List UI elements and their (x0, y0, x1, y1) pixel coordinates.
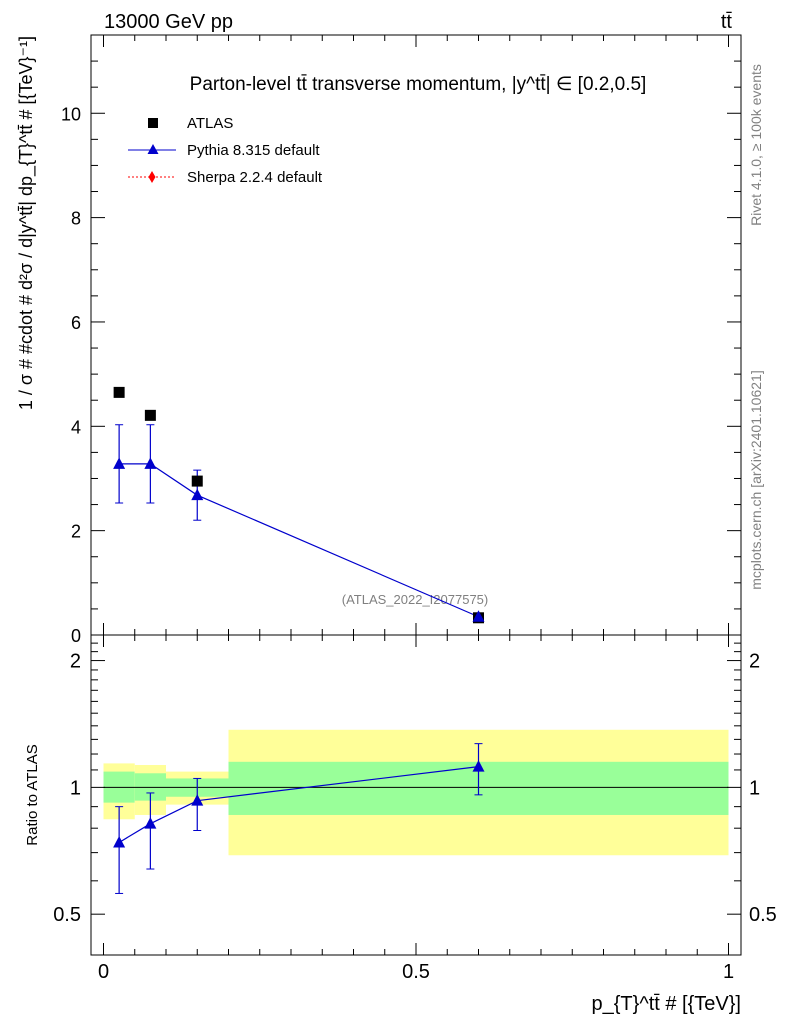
legend-sherpa-label: Sherpa 2.2.4 default (187, 169, 323, 186)
main-y-tick-label: 8 (71, 209, 81, 229)
legend: ATLAS Pythia 8.315 default Sherpa 2.2.4 … (128, 115, 323, 186)
main-data-series (113, 386, 485, 624)
ratio-y-tick-label-right: 2 (749, 651, 760, 673)
analysis-watermark: (ATLAS_2022_I2077575) (342, 592, 488, 607)
ratio-y-tick-label-right: 1 (749, 777, 760, 799)
legend-sherpa-marker (148, 171, 156, 183)
pythia-data-point (191, 488, 204, 501)
x-tick-label: 1 (723, 961, 734, 983)
ratio-pythia-data-point (113, 835, 126, 848)
mcplots-source-label: mcplots.cern.ch [arXiv:2401.10621] (748, 370, 764, 589)
main-y-tick-label: 6 (71, 313, 81, 333)
x-tick-label: 0.5 (402, 961, 430, 983)
rivet-version-label: Rivet 4.1.0, ≥ 100k events (748, 64, 764, 226)
ratio-pythia-data-point (144, 817, 157, 829)
ratio-y-axis-label: Ratio to ATLAS (24, 744, 41, 845)
pythia-line (119, 463, 479, 618)
ratio-pythia-data-point (472, 760, 485, 772)
ratio-y-tick-label-left: 1 (70, 777, 81, 799)
x-tick-label: 0 (98, 961, 109, 983)
main-axis-ticks: 0 2 4 6 8 10 (61, 34, 741, 646)
legend-pythia-marker (147, 144, 159, 154)
header-process-label: tt̄ (721, 11, 733, 33)
main-y-tick-label: 4 (71, 417, 81, 437)
ratio-data-series (103, 743, 729, 894)
main-y-tick-label: 0 (71, 626, 81, 646)
main-y-tick-label: 10 (61, 104, 81, 124)
legend-atlas-label: ATLAS (187, 115, 233, 132)
legend-pythia-label: Pythia 8.315 default (187, 142, 320, 159)
atlas-data-point (191, 475, 203, 487)
pythia-data-point (472, 610, 485, 622)
main-plot-title: Parton-level tt̄ transverse momentum, |y… (190, 74, 647, 95)
ratio-y-tick-label-right: 0.5 (749, 904, 777, 926)
ratio-y-tick-label-left: 2 (70, 651, 81, 673)
header-energy-label: 13000 GeV pp (104, 11, 233, 33)
atlas-data-point (113, 386, 125, 398)
main-y-axis-label: 1 / σ # #cdot # d²σ / d|y^tt̄| dp_{T}^tt… (16, 36, 37, 410)
atlas-data-point (144, 409, 156, 421)
ratio-y-tick-label-left: 0.5 (53, 904, 81, 926)
ratio-axis-ticks: 0.5 0.5 1 1 2 2 0 0.5 1 (53, 634, 777, 983)
pythia-data-point (113, 457, 126, 469)
pythia-data-point (144, 457, 157, 469)
ratio-pythia-line (118, 766, 479, 843)
ratio-pythia-data-point (191, 794, 204, 806)
main-y-tick-label: 2 (71, 522, 81, 542)
legend-atlas-marker (148, 118, 158, 128)
x-axis-label: p_{T}^tt̄ # [{TeV}] (592, 993, 742, 1015)
